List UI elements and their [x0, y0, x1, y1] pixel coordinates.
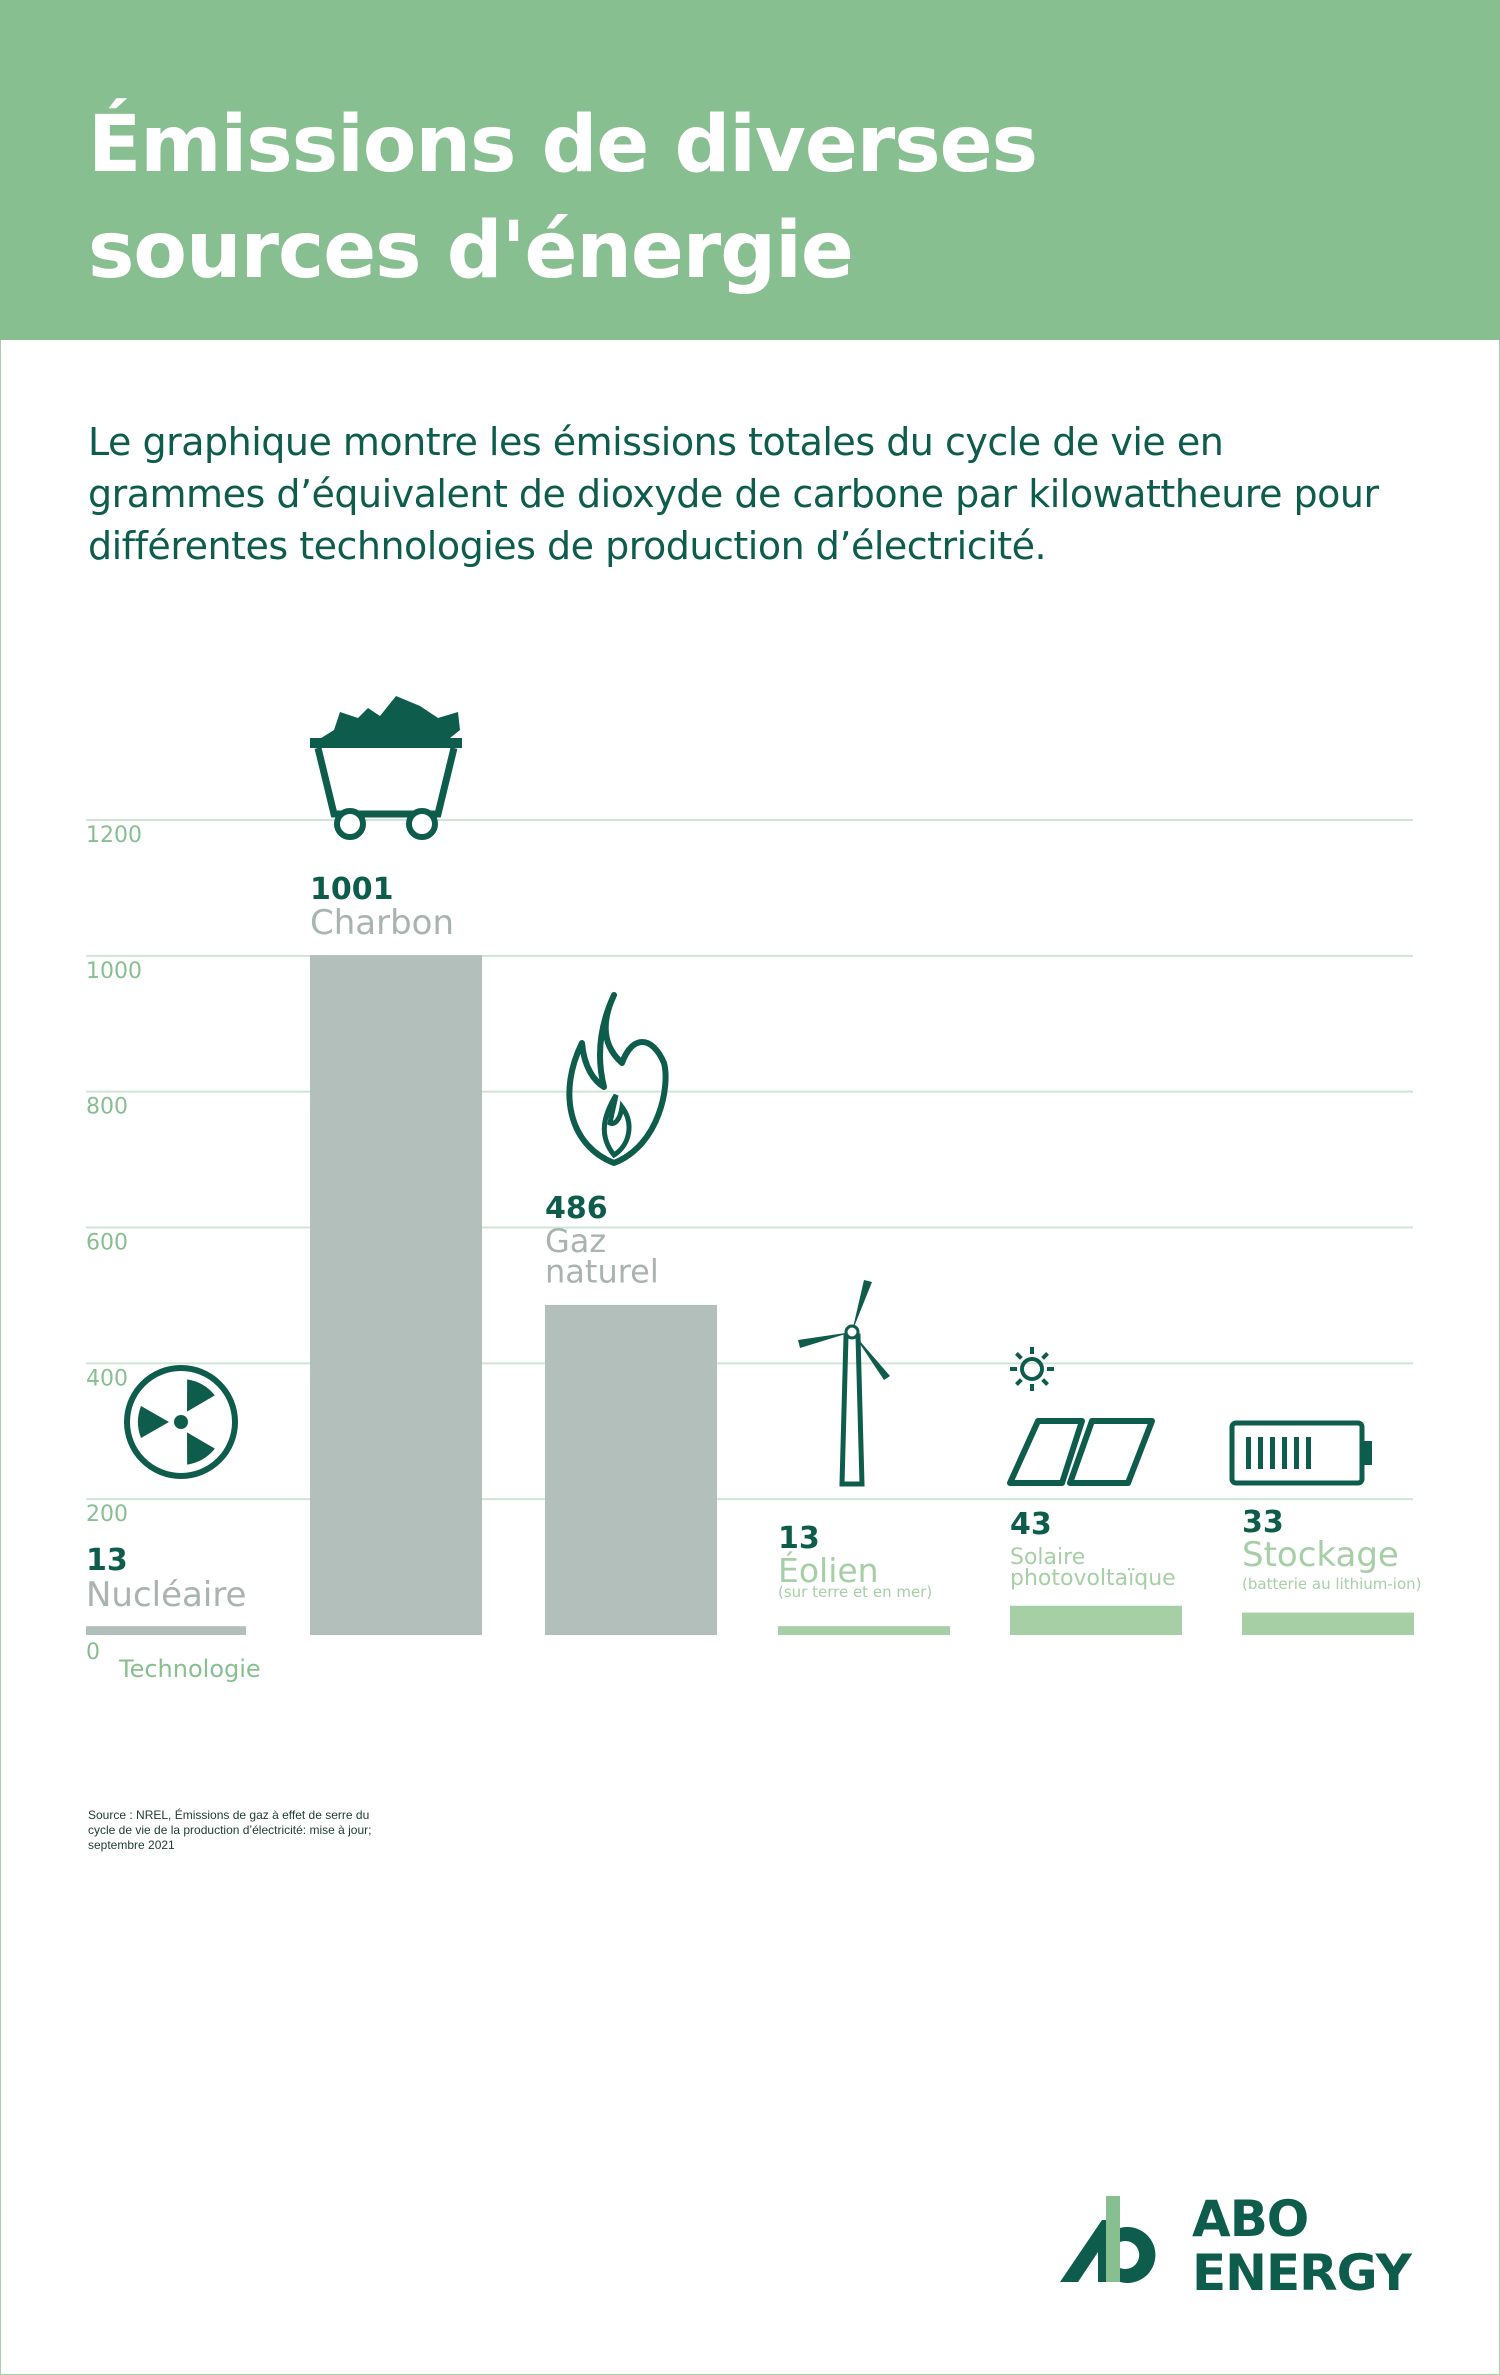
turbine-blade	[852, 1280, 872, 1332]
battery-cell	[1270, 1437, 1275, 1469]
y-tick-label: 600	[86, 1231, 128, 1256]
battery-cell	[1306, 1437, 1311, 1469]
intro-text: Le graphique montre les émissions totale…	[88, 420, 1379, 568]
bar	[86, 1626, 246, 1635]
radiation-blade	[187, 1432, 215, 1465]
coal-pile	[318, 696, 460, 740]
value-label: 13	[778, 1521, 820, 1556]
category-label: photovoltaïque	[1010, 1566, 1176, 1591]
page-title: Émissions de diverses sources d'énergie	[88, 100, 1038, 296]
turbine-blade	[852, 1332, 890, 1380]
turbine-hub	[844, 1324, 860, 1340]
category-label: Gaz	[545, 1222, 606, 1260]
wind-turbine-icon	[798, 1280, 890, 1487]
battery-icon	[1229, 1420, 1372, 1486]
battery-cell	[1282, 1437, 1287, 1469]
flame-outer	[566, 992, 669, 1166]
turbine-tower	[839, 1333, 865, 1487]
bar	[1010, 1605, 1182, 1635]
radiation-icon	[124, 1365, 238, 1479]
value-label: 13	[86, 1543, 128, 1578]
battery-cell	[1258, 1437, 1263, 1469]
cart-wheel	[334, 808, 366, 840]
bar	[1242, 1612, 1414, 1635]
solar-panel-right	[1067, 1418, 1155, 1486]
logo-wordmark: ABO ENERGY	[1192, 2190, 1412, 2302]
abo-energy-logo-icon	[1060, 2196, 1156, 2283]
logo-line-2: ENERGY	[1192, 2244, 1412, 2302]
category-note: (sur terre et en mer)	[778, 1583, 932, 1601]
battery-cell	[1294, 1437, 1299, 1469]
radiation-blade	[187, 1379, 215, 1412]
battery-cell	[1246, 1437, 1251, 1469]
y-tick-label: 200	[86, 1502, 128, 1527]
value-label: 1001	[310, 872, 394, 907]
value-label: 486	[545, 1191, 608, 1226]
sun-ray	[1015, 1378, 1023, 1386]
bar	[778, 1626, 950, 1635]
radiation-blade	[137, 1406, 169, 1438]
radiation-ring	[124, 1365, 238, 1479]
sun-ray	[1015, 1352, 1023, 1360]
x-axis-label: Technologie	[118, 1655, 261, 1683]
category-label: naturel	[545, 1252, 659, 1290]
y-tick-label: 400	[86, 1366, 128, 1391]
value-label: 43	[1010, 1507, 1052, 1542]
cart-body	[314, 747, 458, 818]
cart-wheel	[406, 808, 438, 840]
category-label: Stockage	[1242, 1535, 1399, 1575]
category-label: Éolien	[778, 1550, 879, 1590]
sun-ray	[1041, 1352, 1049, 1360]
y-tick-label: 0	[86, 1640, 100, 1665]
battery-terminal	[1362, 1441, 1372, 1465]
y-tick-label: 1000	[86, 959, 142, 984]
category-note: (batterie au lithium-ion)	[1242, 1575, 1421, 1593]
category-label: Solaire	[1010, 1545, 1085, 1570]
cart-rim	[310, 738, 462, 748]
category-label: Charbon	[310, 903, 454, 943]
emissions-bar-chart: 020040060080010001200Technologie13Nucléa…	[86, 696, 1421, 1683]
solar-panel-icon	[1007, 1347, 1155, 1486]
solar-panel-left	[1007, 1418, 1085, 1486]
turbine-blade	[798, 1332, 852, 1348]
category-label: Nucléaire	[86, 1575, 246, 1615]
header-banner: Émissions de diverses sources d'énergie	[0, 0, 1500, 340]
bar	[545, 1304, 717, 1635]
flame-icon	[566, 992, 669, 1166]
y-tick-label: 800	[86, 1095, 128, 1120]
coal-cart-icon	[310, 696, 462, 840]
radiation-core	[174, 1415, 188, 1429]
y-tick-label: 1200	[86, 823, 142, 848]
source-note: Source : NREL, Émissions de gaz à effet …	[88, 1808, 372, 1852]
value-label: 33	[1242, 1505, 1284, 1540]
sun-ray	[1041, 1378, 1049, 1386]
flame-inner	[601, 1093, 632, 1159]
logo-line-1: ABO	[1192, 2190, 1309, 2248]
bar	[310, 955, 482, 1635]
sun-disc	[1020, 1357, 1044, 1381]
